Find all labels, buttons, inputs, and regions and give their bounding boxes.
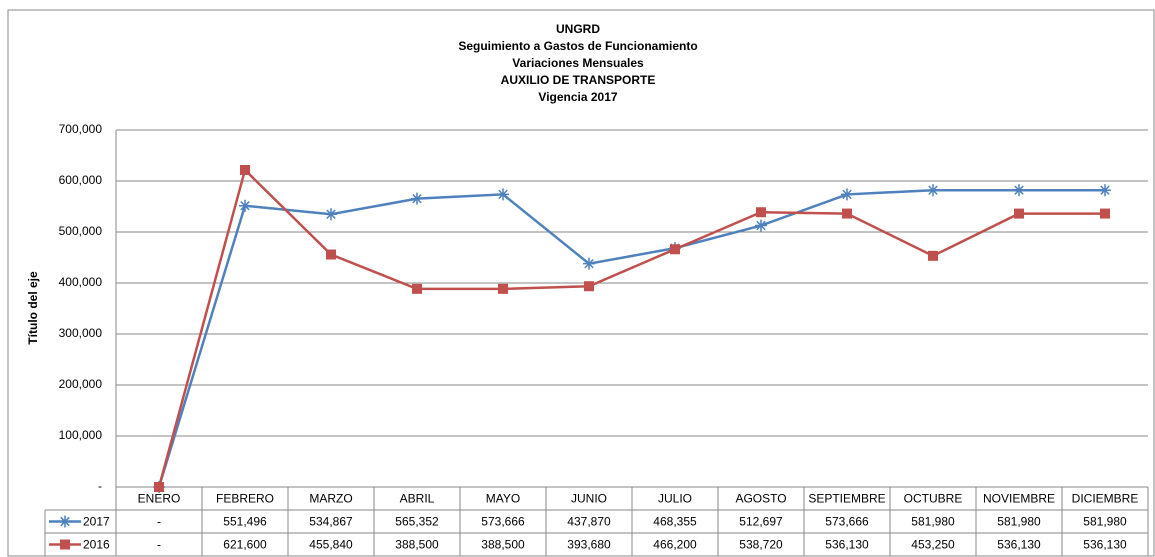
table-cell: 455,840	[309, 538, 353, 552]
chart-title: UNGRD	[556, 22, 600, 36]
marker	[240, 164, 250, 175]
y-tick-label: 700,000	[59, 122, 103, 136]
y-tick-label: 300,000	[59, 326, 103, 340]
marker	[583, 257, 595, 270]
chart-subtitle: Vigencia 2017	[538, 90, 617, 104]
marker	[59, 515, 71, 528]
table-cell: 581,980	[911, 515, 955, 529]
table-cell: 536,130	[997, 538, 1041, 552]
marker	[584, 281, 594, 292]
table-cell: 393,680	[567, 538, 611, 552]
marker	[1013, 184, 1025, 197]
table-cell: 466,200	[653, 538, 697, 552]
x-tick-label: FEBRERO	[216, 492, 274, 506]
table-cell: 573,666	[825, 515, 869, 529]
legend-label: 2017	[83, 515, 110, 529]
table-cell: 388,500	[481, 538, 525, 552]
table-cell: 565,352	[395, 515, 439, 529]
table-cell: 453,250	[911, 538, 955, 552]
chart-subtitle: Seguimiento a Gastos de Funcionamiento	[458, 39, 697, 53]
table-cell: 538,720	[739, 538, 783, 552]
table-cell: -	[157, 538, 161, 552]
marker	[755, 219, 767, 232]
y-axis-title: Título del eje	[26, 271, 40, 345]
table-cell: -	[157, 515, 161, 529]
marker	[498, 283, 508, 294]
x-tick-label: NOVIEMBRE	[983, 492, 1055, 506]
table-cell: 437,870	[567, 515, 611, 529]
chart-subtitle: AUXILIO DE TRANSPORTE	[501, 73, 656, 87]
x-tick-label: SEPTIEMBRE	[808, 492, 885, 506]
x-tick-label: JUNIO	[571, 492, 607, 506]
y-tick-label: 200,000	[59, 377, 103, 391]
marker	[239, 199, 251, 212]
marker	[841, 188, 853, 201]
x-tick-label: DICIEMBRE	[1072, 492, 1139, 506]
marker	[756, 207, 766, 218]
x-tick-label: MARZO	[309, 492, 352, 506]
marker	[412, 283, 422, 294]
y-tick-label: 600,000	[59, 173, 103, 187]
x-tick-label: MAYO	[486, 492, 520, 506]
table-cell: 536,130	[1083, 538, 1127, 552]
marker	[326, 249, 336, 260]
marker	[1014, 208, 1024, 219]
marker	[842, 208, 852, 219]
legend-label: 2016	[83, 538, 110, 552]
x-tick-label: ABRIL	[400, 492, 435, 506]
chart-subtitle: Variaciones Mensuales	[512, 56, 644, 70]
y-tick-label: -	[98, 479, 102, 493]
marker	[411, 192, 423, 205]
table-cell: 534,867	[309, 515, 353, 529]
x-tick-label: JULIO	[658, 492, 692, 506]
marker	[928, 250, 938, 261]
table-cell: 581,980	[1083, 515, 1127, 529]
marker	[60, 539, 70, 550]
y-tick-label: 400,000	[59, 275, 103, 289]
series-line	[157, 167, 1105, 488]
x-tick-label: AGOSTO	[735, 492, 786, 506]
table-cell: 536,130	[825, 538, 869, 552]
table-cell: 388,500	[395, 538, 439, 552]
marker	[497, 188, 509, 201]
table-cell: 551,496	[223, 515, 267, 529]
table-cell: 468,355	[653, 515, 697, 529]
marker	[325, 208, 337, 221]
marker	[1099, 184, 1111, 197]
x-tick-label: OCTUBRE	[904, 492, 963, 506]
table-cell: 573,666	[481, 515, 525, 529]
marker	[927, 184, 939, 197]
marker	[154, 482, 164, 492]
y-tick-label: 100,000	[59, 428, 103, 442]
series-line	[157, 188, 1105, 488]
table-cell: 581,980	[997, 515, 1041, 529]
table-cell: 512,697	[739, 515, 783, 529]
marker	[1100, 208, 1110, 219]
x-tick-label: ENERO	[138, 492, 181, 506]
table-cell: 621,600	[223, 538, 267, 552]
y-tick-label: 500,000	[59, 224, 103, 238]
marker	[670, 244, 680, 255]
